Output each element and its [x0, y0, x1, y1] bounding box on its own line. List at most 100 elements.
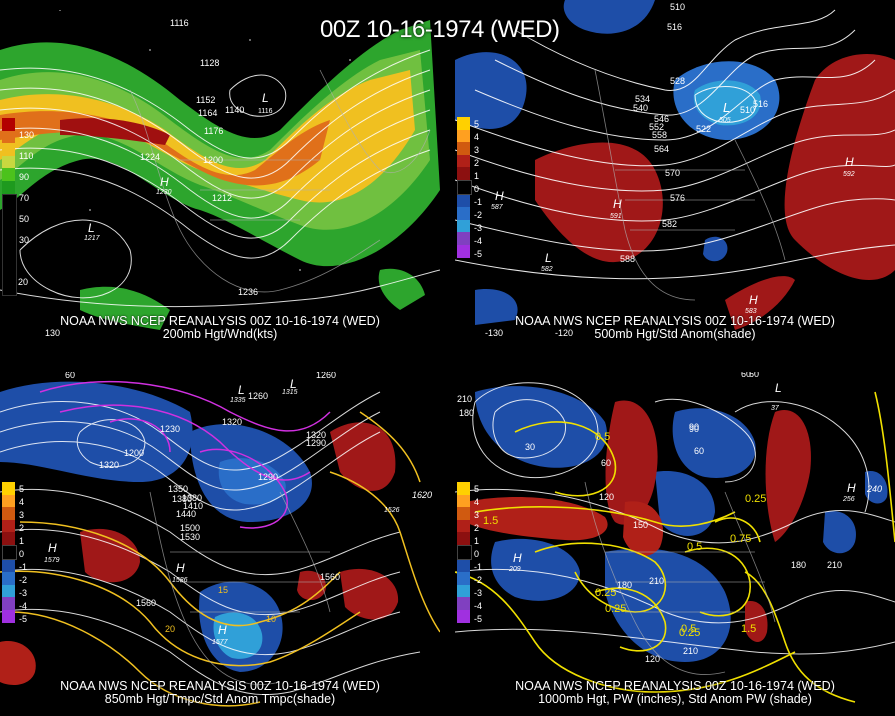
contour-label: 210: [649, 576, 664, 586]
contour-labels-200: 1116 1128 1152 1164 1140 1176 1200 1224 …: [140, 18, 273, 297]
legend-200: 130 110 90 70 50 30: [2, 118, 34, 296]
anom-red-w: [80, 528, 140, 583]
legend-swatch: [457, 117, 470, 130]
caption-line1: NOAA NWS NCEP REANALYSIS 00Z 10-16-1974 …: [515, 314, 835, 328]
center-value: 1217: [84, 235, 101, 242]
legend-swatch: [2, 544, 17, 560]
contour-label: 1176: [204, 126, 223, 136]
contour-label: 0.25: [595, 587, 616, 599]
legend-label: 3: [474, 510, 480, 520]
contour-label: 516: [753, 99, 768, 109]
contour-label: 1116: [258, 108, 273, 115]
center-letter: H: [218, 623, 227, 637]
anom-red-e: [340, 568, 399, 620]
contour-label: 510: [670, 2, 685, 12]
legend-swatch: [457, 544, 472, 560]
contour-label: 540: [633, 103, 648, 113]
anom-blue-mid: [655, 471, 715, 536]
contour-labels-1000: 210 180 60 90 120 150 60 30 0.5 0.25 1.5…: [457, 372, 842, 664]
legend-label: -2: [474, 575, 483, 585]
anom-blue-s: [605, 548, 731, 662]
legend-swatch: [2, 572, 15, 585]
anom-blue-low-inner: [693, 80, 761, 126]
legend-swatch: [457, 219, 470, 233]
contour-label: 30: [525, 442, 535, 452]
contour-label: 60: [65, 372, 75, 380]
contour-label: 570: [665, 168, 680, 178]
contour-label: 582: [662, 219, 677, 229]
legend-swatch: [457, 597, 470, 610]
contour-label: 564: [654, 144, 669, 154]
legend-label: 2: [474, 158, 480, 168]
contour-label: 1260: [316, 372, 336, 380]
caption-line1: NOAA NWS NCEP REANALYSIS 00Z 10-16-1974 …: [60, 314, 380, 328]
center-value: 1230: [156, 189, 172, 196]
legend-label: 2: [474, 523, 480, 533]
legend-swatch: [457, 194, 470, 208]
map-500mb: 510 516 528 534 540 546 552 558 564 570 …: [455, 0, 895, 338]
center-value: 1579: [44, 557, 60, 564]
legend-1000: 5 4 3 2 1 0 -1 -2 -3 -4 -5: [457, 482, 482, 624]
contour-label: 0.25: [605, 603, 626, 615]
contour-label: 10: [266, 614, 276, 624]
panel-500mb: 510 516 528 534 540 546 552 558 564 570 …: [455, 0, 895, 342]
center-letter: H: [847, 481, 856, 495]
height-contours: [455, 382, 895, 655]
legend-label: -4: [474, 236, 483, 246]
legend-label: 50: [19, 214, 30, 224]
legend-label: 0: [474, 184, 480, 194]
anom-blue-nw: [455, 52, 527, 129]
edge-label: -130: [485, 328, 503, 338]
center-value: 582: [541, 266, 553, 273]
contour-label: 1230: [160, 424, 180, 434]
contour-label: 1290: [306, 438, 326, 448]
legend-850: 5 4 3 2 1 0 -1 -2 -3 -4 -5: [2, 482, 27, 624]
contour-label: 1.5: [483, 515, 498, 527]
center-value: 1526: [384, 507, 400, 514]
main-title: 00Z 10-16-1974 (WED): [320, 16, 560, 43]
caption-line2: 850mb Hgt/Tmpc/Std Anom Tmpc(shade): [104, 692, 336, 706]
legend-swatch: [457, 232, 470, 245]
center-letter: H: [176, 561, 185, 575]
contour-label: 1212: [212, 193, 232, 203]
legend-label: 4: [19, 497, 25, 507]
legend-swatch: [457, 572, 470, 585]
legend-label: -5: [474, 249, 483, 259]
legend-label: 90: [19, 172, 30, 182]
anom-red-east: [784, 54, 895, 280]
contour-label: 150: [633, 520, 648, 530]
contour-label: 588: [620, 254, 635, 264]
contour-label: 180: [459, 408, 474, 418]
legend-label: 5: [19, 484, 25, 494]
anom-red-ne: [330, 422, 396, 491]
contour-label: 1320: [222, 417, 242, 427]
legend-label: -4: [474, 601, 483, 611]
contour-label: 516: [667, 22, 682, 32]
contour-label: 120: [645, 654, 660, 664]
contour-label: 0.75: [730, 533, 751, 545]
legend-swatch: [2, 155, 15, 169]
graticule: [59, 10, 351, 271]
legend-label: 5: [474, 119, 480, 129]
caption-line2: 1000mb Hgt, PW (inches), Std Anom PW (sh…: [538, 692, 812, 706]
center-value: 505: [719, 117, 731, 124]
center-letter: L: [238, 383, 245, 397]
legend-label: -1: [19, 562, 28, 572]
contour-label: 60: [601, 458, 611, 468]
edge-label: 60: [749, 372, 759, 379]
edge-label: -120: [555, 328, 573, 338]
center-letter: H: [48, 541, 57, 555]
legend-swatch: [2, 519, 15, 533]
legend-swatch: [2, 609, 15, 623]
edge-label: 130: [45, 328, 60, 338]
anom-red-center2: [623, 501, 664, 556]
legend-swatch: [457, 154, 470, 168]
contour-label: 90: [689, 424, 699, 434]
center-value: 1586: [172, 577, 188, 584]
height-contours: [455, 9, 895, 280]
anom-red-se: [745, 601, 768, 642]
legend-label: 5: [474, 484, 480, 494]
contour-label: 1560: [136, 598, 156, 608]
contour-label: 510: [740, 105, 755, 115]
caption-line2: 200mb Hgt/Wnd(kts): [162, 327, 278, 341]
